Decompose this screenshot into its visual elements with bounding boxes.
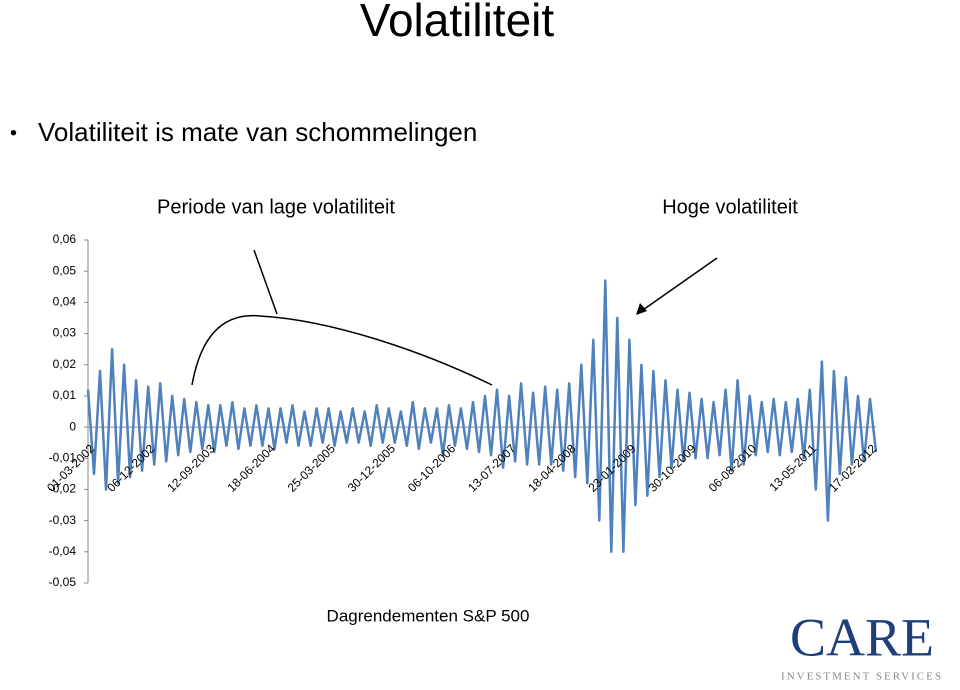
- y-tick-label: -0,04: [49, 544, 77, 558]
- x-tick-label: 06-10-2006: [405, 441, 459, 495]
- plot-area: [86, 279, 878, 554]
- logo: CARE: [790, 607, 934, 667]
- bullet-text: Volatiliteit is mate van schommelingen: [38, 117, 477, 147]
- x-axis-title: Dagrendementen S&P 500: [327, 606, 530, 625]
- y-tick-label: 0,02: [53, 357, 77, 371]
- x-tick-label: 25-03-2005: [285, 441, 339, 495]
- y-tick-label: 0,01: [53, 388, 77, 402]
- bullet-dot: •: [10, 122, 17, 144]
- y-tick-label: 0,06: [53, 232, 77, 246]
- annotation: Hoge volatiliteit: [662, 196, 798, 218]
- y-tick-label: -0,03: [49, 513, 77, 527]
- annotation-brace: [191, 314, 493, 386]
- series-line: [86, 279, 878, 554]
- logo-subtitle: INVESTMENT SERVICES: [781, 671, 943, 683]
- y-tick-label: -0,05: [49, 575, 77, 589]
- y-tick-label: 0,03: [53, 326, 77, 340]
- x-tick-label: 18-06-2004: [225, 441, 279, 495]
- annotation: Periode van lage volatiliteit: [157, 196, 395, 218]
- y-tick-label: -0,01: [49, 450, 77, 464]
- annotation-arrow: [639, 257, 718, 313]
- slide-title: Volatiliteit: [360, 0, 555, 46]
- y-tick-label: 0,04: [53, 295, 77, 309]
- arrow-head: [636, 303, 647, 315]
- annotation-pointer: [253, 249, 278, 315]
- y-tick-label: -0,02: [49, 482, 77, 496]
- x-tick-label: 30-12-2005: [345, 441, 399, 495]
- y-tick-label: 0,05: [53, 263, 77, 277]
- y-tick-label: 0: [69, 419, 76, 433]
